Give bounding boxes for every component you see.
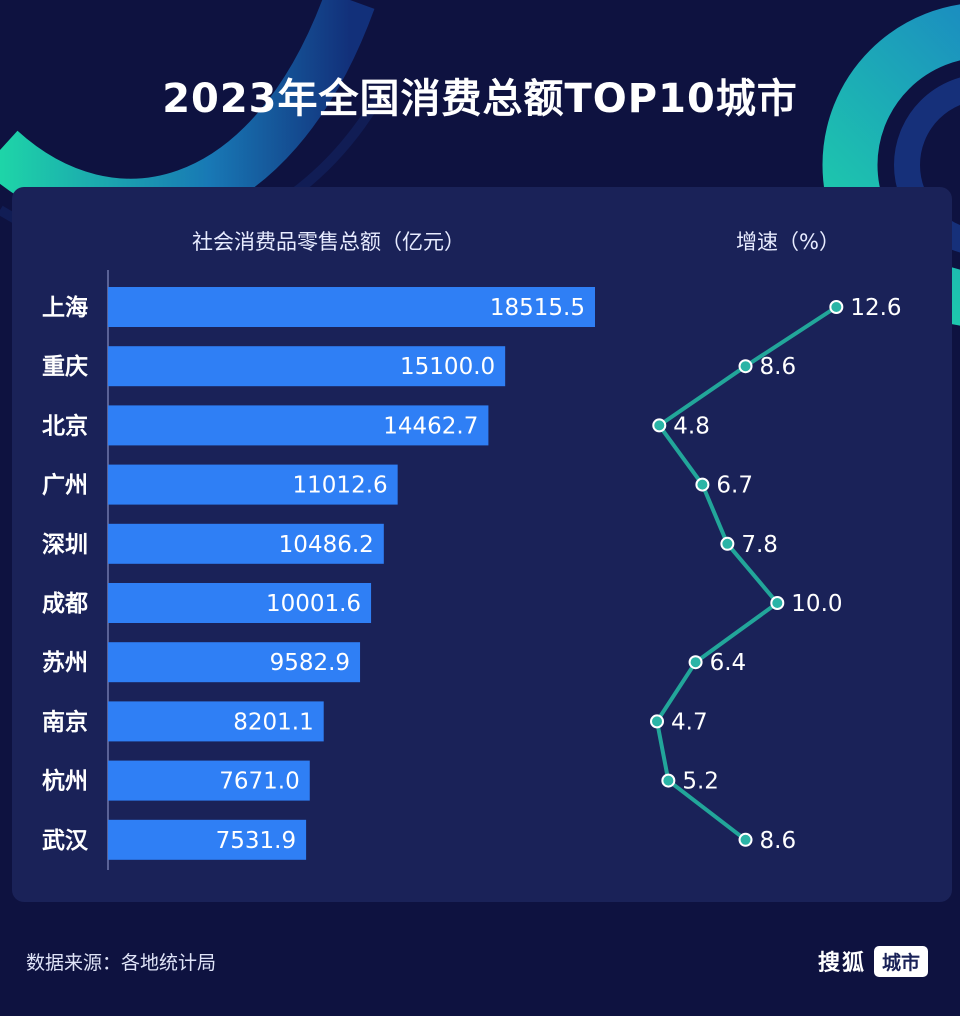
bar-value-label: 11012.6 bbox=[293, 473, 388, 499]
bar bbox=[108, 287, 595, 327]
bar bbox=[108, 583, 372, 623]
source-note: 数据来源：各地统计局 bbox=[26, 952, 217, 974]
bar-chart-title: 社会消费品零售总额（亿元） bbox=[192, 230, 465, 254]
growth-point bbox=[720, 536, 735, 551]
bar-value-label: 8201.1 bbox=[233, 709, 313, 735]
bar bbox=[108, 760, 310, 801]
growth-value-label: 6.4 bbox=[710, 650, 747, 676]
bar-value-label: 15100.0 bbox=[400, 354, 495, 380]
line-chart-title: 增速（%） bbox=[736, 230, 840, 254]
category-label: 南京 bbox=[42, 708, 88, 735]
growth-value-label: 12.6 bbox=[850, 295, 901, 321]
category-label: 北京 bbox=[42, 412, 88, 439]
bar-value-label: 14462.7 bbox=[383, 413, 478, 439]
growth-point bbox=[738, 359, 753, 374]
category-label: 广州 bbox=[42, 472, 88, 499]
bar-value-label: 18515.5 bbox=[490, 295, 585, 321]
category-label: 武汉 bbox=[42, 828, 89, 854]
growth-value-label: 5.2 bbox=[682, 769, 719, 795]
brand-tag: 城市 bbox=[873, 945, 928, 977]
bar bbox=[108, 405, 489, 446]
growth-value-label: 8.6 bbox=[760, 828, 797, 854]
bar-value-label: 7671.0 bbox=[219, 769, 299, 795]
growth-value-label: 4.7 bbox=[671, 709, 708, 735]
category-label: 苏州 bbox=[42, 650, 88, 676]
category-label: 重庆 bbox=[42, 353, 88, 380]
category-label: 上海 bbox=[42, 294, 88, 321]
growth-point bbox=[770, 596, 785, 610]
growth-value-label: 7.8 bbox=[741, 532, 778, 558]
bar bbox=[108, 464, 398, 505]
bar-value-label: 10486.2 bbox=[279, 532, 374, 558]
category-label: 成都 bbox=[42, 591, 88, 617]
bar-value-label: 7531.9 bbox=[216, 828, 296, 854]
growth-point bbox=[652, 418, 667, 433]
brand-logo: 搜狐 城市 bbox=[818, 945, 928, 977]
growth-series-line bbox=[655, 305, 838, 842]
growth-value-label: 8.6 bbox=[760, 354, 797, 380]
bar bbox=[108, 523, 384, 564]
bar bbox=[108, 642, 361, 683]
growth-point bbox=[688, 655, 703, 670]
growth-point bbox=[829, 300, 844, 314]
growth-value-label: 10.0 bbox=[791, 591, 842, 617]
category-label: 杭州 bbox=[42, 768, 88, 795]
bar bbox=[108, 819, 307, 860]
brand-name: 搜狐 bbox=[817, 951, 866, 976]
bar-value-label: 10001.6 bbox=[266, 591, 361, 617]
category-label: 深圳 bbox=[42, 532, 88, 558]
bar bbox=[108, 701, 324, 742]
bar bbox=[108, 346, 506, 387]
bar-value-label: 9582.9 bbox=[270, 650, 350, 676]
chart: 上海 18515.5 重庆 15100.0 北京 14462.7 广州 11012.6 深圳 10… bbox=[42, 270, 902, 870]
growth-point bbox=[650, 714, 664, 729]
page-title: 2023年全国消费总额TOP10城市 bbox=[162, 76, 798, 122]
growth-point bbox=[695, 477, 710, 492]
growth-point bbox=[738, 832, 753, 847]
growth-value-label: 4.8 bbox=[673, 413, 710, 439]
growth-point bbox=[661, 773, 676, 788]
growth-value-label: 6.7 bbox=[716, 473, 753, 499]
